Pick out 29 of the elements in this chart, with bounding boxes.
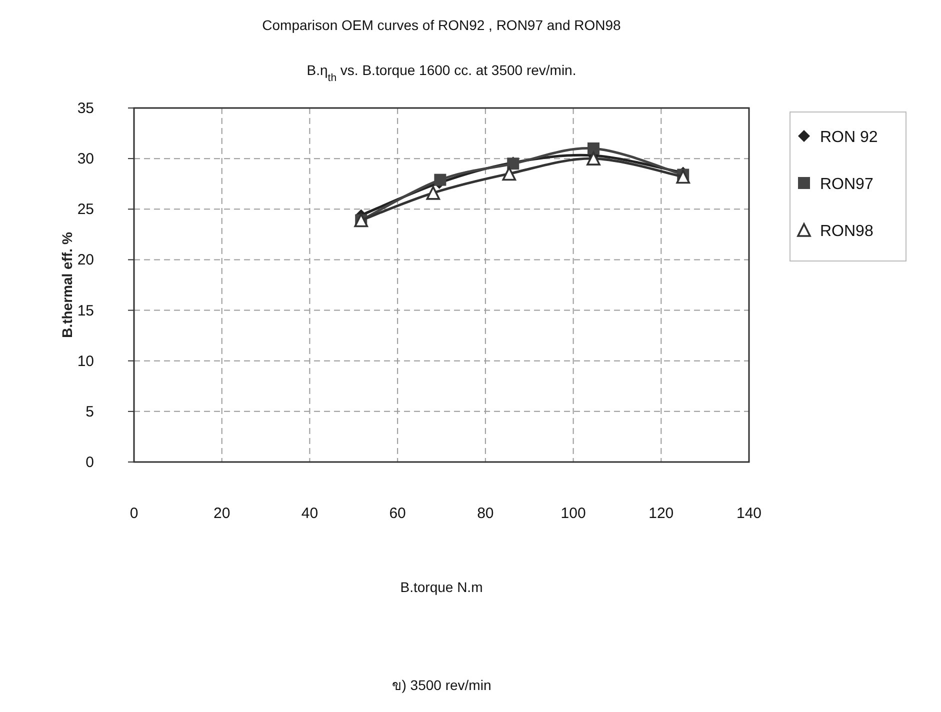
- y-tick-label: 20: [77, 252, 94, 269]
- y-tick-label: 10: [77, 352, 94, 370]
- legend-label: RON97: [820, 176, 874, 193]
- y-tick-label: 15: [77, 302, 94, 320]
- chart-subtitle: B.η$_{th}$ vs. B.torque 1600 cc. at 3500 rev/min.: [306, 62, 576, 84]
- y-axis-title: B.thermal eff. %: [59, 232, 75, 338]
- y-tick-label: 30: [77, 150, 94, 168]
- x-tick-label: 100: [560, 505, 586, 522]
- legend-label: RON 92: [820, 129, 878, 146]
- y-tick-label: 25: [77, 201, 94, 218]
- x-tick-label: 20: [214, 505, 230, 522]
- y-tick-label: 0: [86, 454, 94, 471]
- legend-label: RON98: [820, 223, 874, 240]
- x-axis-title: B.torque N.m: [400, 579, 483, 595]
- point: [676, 170, 690, 184]
- x-tick-label: 120: [648, 505, 674, 522]
- point: [502, 166, 516, 181]
- y-tick-label: 35: [77, 100, 94, 117]
- chart-title: Comparison OEM curves of RON92 , RON97 and RON98: [262, 17, 622, 33]
- y-tick-label: 5: [86, 403, 94, 420]
- x-tick-label: 0: [130, 505, 138, 522]
- x-tick-label: 40: [301, 505, 318, 522]
- x-tick-label: 60: [389, 505, 406, 522]
- text: ข) 3500 rev/min: [392, 677, 492, 693]
- point: [587, 142, 600, 154]
- x-tick-label: 80: [477, 505, 494, 522]
- point: [426, 186, 440, 200]
- point: [586, 152, 600, 166]
- x-tick-label: 140: [736, 505, 762, 522]
